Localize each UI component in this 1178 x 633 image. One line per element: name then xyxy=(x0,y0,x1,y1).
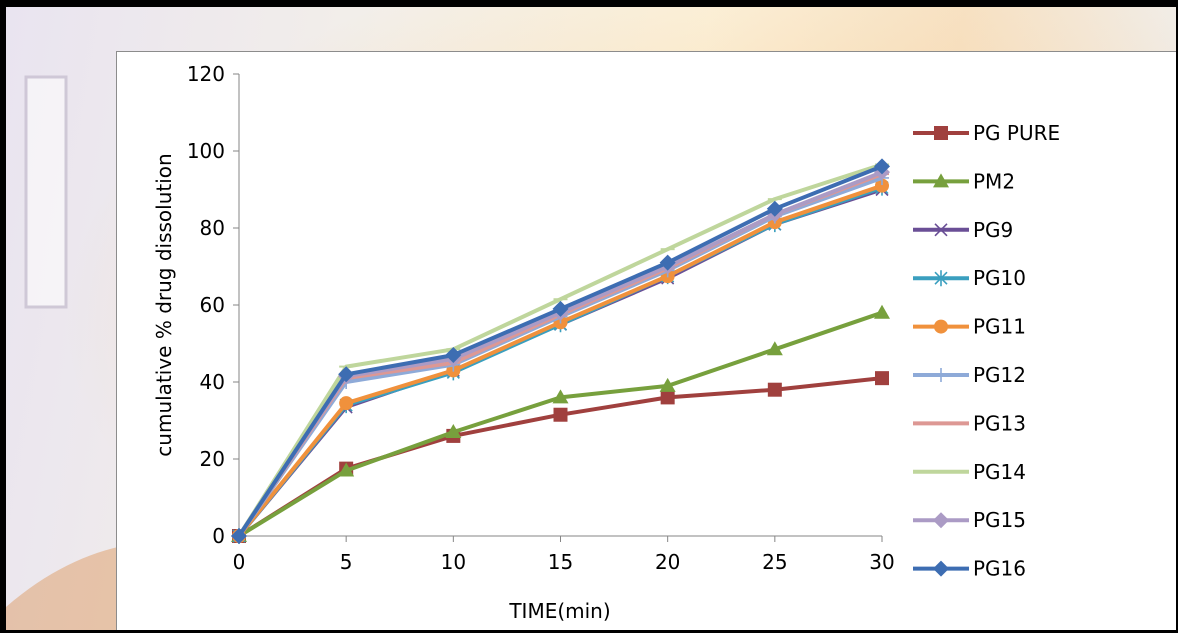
data-point xyxy=(338,366,355,383)
legend-item: PG14 xyxy=(913,460,1026,484)
x-ticks: 0 5 10 15 20 25 30 xyxy=(233,536,895,574)
legend-marker xyxy=(934,368,948,382)
y-tick-label: 60 xyxy=(200,293,225,317)
series-pg12 xyxy=(232,170,889,543)
data-point xyxy=(231,528,247,544)
data-point xyxy=(445,424,462,439)
data-point xyxy=(659,377,676,392)
data-point xyxy=(445,347,462,364)
y-axis-title: cumulative % drug dissolution xyxy=(152,153,176,456)
y-tick-label: 20 xyxy=(200,447,225,471)
x-tick-label: 30 xyxy=(869,550,894,574)
data-point xyxy=(766,341,783,356)
legend-label: PG13 xyxy=(973,411,1026,435)
series-line xyxy=(237,183,883,538)
series-line xyxy=(237,310,883,538)
series-pg16 xyxy=(231,158,890,544)
legend: PG PURE PM2 PG9 PG10 PG11 PG12 PG13 PG14 PG15 PG1… xyxy=(913,121,1060,581)
legend-marker xyxy=(933,173,949,188)
legend-label: PG12 xyxy=(973,363,1026,387)
y-tick-label: 80 xyxy=(200,216,225,240)
legend-marker xyxy=(934,126,948,140)
series-pg15 xyxy=(231,164,890,544)
series-line xyxy=(237,187,883,538)
data-point xyxy=(552,389,569,404)
data-point xyxy=(766,200,783,217)
legend-label: PG11 xyxy=(973,315,1026,339)
series-line xyxy=(237,176,883,538)
series-pg10 xyxy=(232,179,889,544)
x-tick-label: 10 xyxy=(441,550,466,574)
legend-item: PG15 xyxy=(913,508,1026,532)
x-tick-label: 0 xyxy=(233,550,246,574)
legend-item: PM2 xyxy=(913,169,1015,193)
series-layer xyxy=(231,158,890,544)
data-point xyxy=(874,158,890,175)
legend-label: PG14 xyxy=(973,460,1026,484)
x-axis-title: TIME(min) xyxy=(508,599,610,623)
legend-label: PG PURE xyxy=(973,121,1060,145)
legend-marker xyxy=(934,319,948,334)
legend-item: PG9 xyxy=(913,218,1013,242)
series-pg11 xyxy=(232,178,889,543)
data-point xyxy=(875,178,889,193)
series-line xyxy=(237,170,883,538)
legend-label: PG9 xyxy=(973,218,1013,242)
y-tick-label: 100 xyxy=(187,139,225,163)
legend-item: PG16 xyxy=(913,557,1026,581)
y-tick-label: 0 xyxy=(212,524,225,548)
legend-item: PG11 xyxy=(913,315,1026,339)
legend-marker xyxy=(934,270,948,287)
x-tick-label: 5 xyxy=(340,550,353,574)
series-line xyxy=(237,172,883,538)
data-point xyxy=(338,462,355,477)
legend-item: PG PURE xyxy=(913,121,1060,145)
legend-item: PG12 xyxy=(913,363,1026,387)
legend-label: PM2 xyxy=(973,169,1015,193)
legend-marker xyxy=(934,223,948,237)
data-point xyxy=(767,382,782,397)
y-ticks: 0 20 40 60 80 100 120 xyxy=(187,62,239,548)
series-pm2 xyxy=(231,304,890,542)
legend-label: PG15 xyxy=(973,508,1026,532)
legend-item: PG10 xyxy=(913,266,1026,290)
y-tick-label: 40 xyxy=(200,370,225,394)
y-tick-label: 120 xyxy=(187,62,225,86)
legend-label: PG16 xyxy=(973,557,1026,581)
legend-marker xyxy=(933,560,949,577)
x-tick-label: 25 xyxy=(762,550,787,574)
data-point xyxy=(553,407,568,422)
x-tick-label: 20 xyxy=(655,550,680,574)
data-point xyxy=(659,254,676,271)
data-point xyxy=(874,304,890,319)
x-tick-label: 15 xyxy=(548,550,573,574)
legend-label: PG10 xyxy=(973,266,1026,290)
legend-item: PG13 xyxy=(913,411,1026,435)
data-point xyxy=(339,396,354,411)
data-point xyxy=(660,390,675,405)
series-pg9 xyxy=(232,182,889,543)
data-point xyxy=(875,371,889,386)
data-point xyxy=(552,300,569,317)
series-line xyxy=(237,185,883,538)
chart-area: 0 20 40 60 80 100 120 0 5 10 15 20 25 30 PG PURE PM2 P… xyxy=(116,51,1176,630)
legend-marker xyxy=(933,512,949,529)
